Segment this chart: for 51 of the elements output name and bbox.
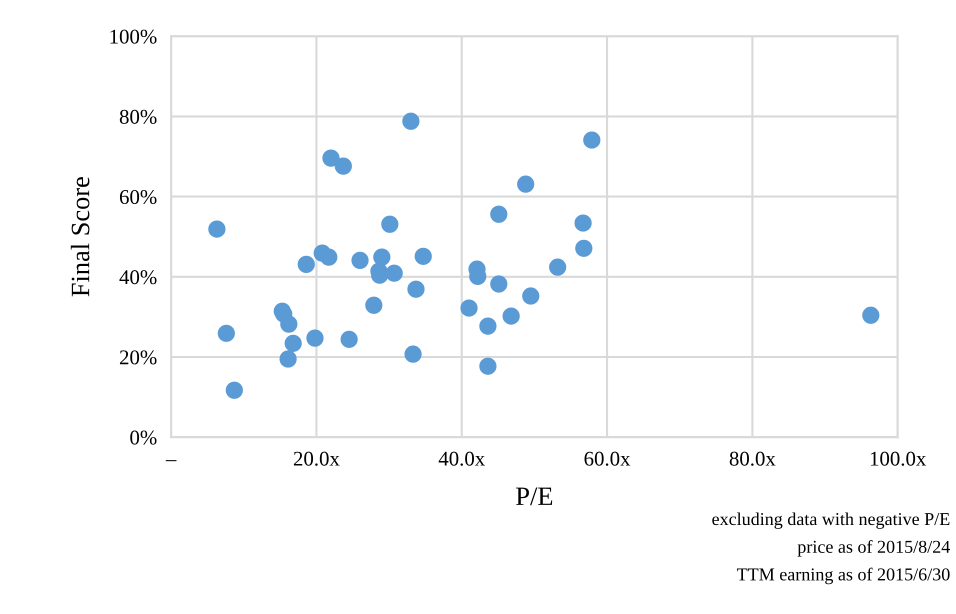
point <box>460 299 478 317</box>
y-axis-title: Final Score <box>70 177 90 296</box>
y-tick-label: 0% <box>130 430 157 445</box>
x-tick-label: – <box>166 460 176 462</box>
point <box>284 334 302 352</box>
x-axis-title: P/E <box>516 488 552 506</box>
point <box>575 240 592 257</box>
point <box>365 296 382 314</box>
y-tick-label: 60% <box>120 190 157 204</box>
point <box>502 307 520 325</box>
y-tick-label: 80% <box>120 110 157 124</box>
x-tick-label: 80.0x <box>730 452 776 466</box>
x-tick-label: 40.0x <box>438 452 485 466</box>
point <box>351 252 369 269</box>
point <box>386 264 403 282</box>
x-tick-label: 60.0x <box>584 452 630 466</box>
point <box>490 206 508 223</box>
y-tick-label: 20% <box>120 350 157 364</box>
point <box>407 280 425 298</box>
point <box>340 330 358 348</box>
point <box>490 275 508 293</box>
point <box>208 220 226 238</box>
x-tick-label: 20.0x <box>294 452 340 466</box>
text: excluding data with negative P/E <box>712 512 950 529</box>
text: price as of 2015/8/24 <box>798 540 950 557</box>
point <box>306 330 324 347</box>
point <box>522 287 540 305</box>
point <box>322 150 340 167</box>
text: TTM earning as of 2015/6/30 <box>736 568 950 584</box>
point <box>517 176 534 193</box>
point <box>280 315 298 333</box>
y-tick-label: 100% <box>110 30 157 44</box>
point <box>320 248 338 266</box>
point <box>226 382 243 399</box>
point <box>404 346 422 363</box>
point <box>381 216 398 233</box>
point <box>373 248 390 266</box>
point <box>479 358 497 375</box>
x-tick-label: 100.0x <box>870 452 926 466</box>
point <box>574 214 592 232</box>
point <box>218 324 235 342</box>
point <box>298 256 315 273</box>
point <box>402 112 420 130</box>
point <box>862 306 880 324</box>
point <box>414 248 432 265</box>
point <box>334 158 352 175</box>
point <box>583 131 600 149</box>
point <box>479 317 497 335</box>
point <box>549 258 566 276</box>
point <box>279 350 297 368</box>
y-tick-label: 40% <box>119 270 157 284</box>
